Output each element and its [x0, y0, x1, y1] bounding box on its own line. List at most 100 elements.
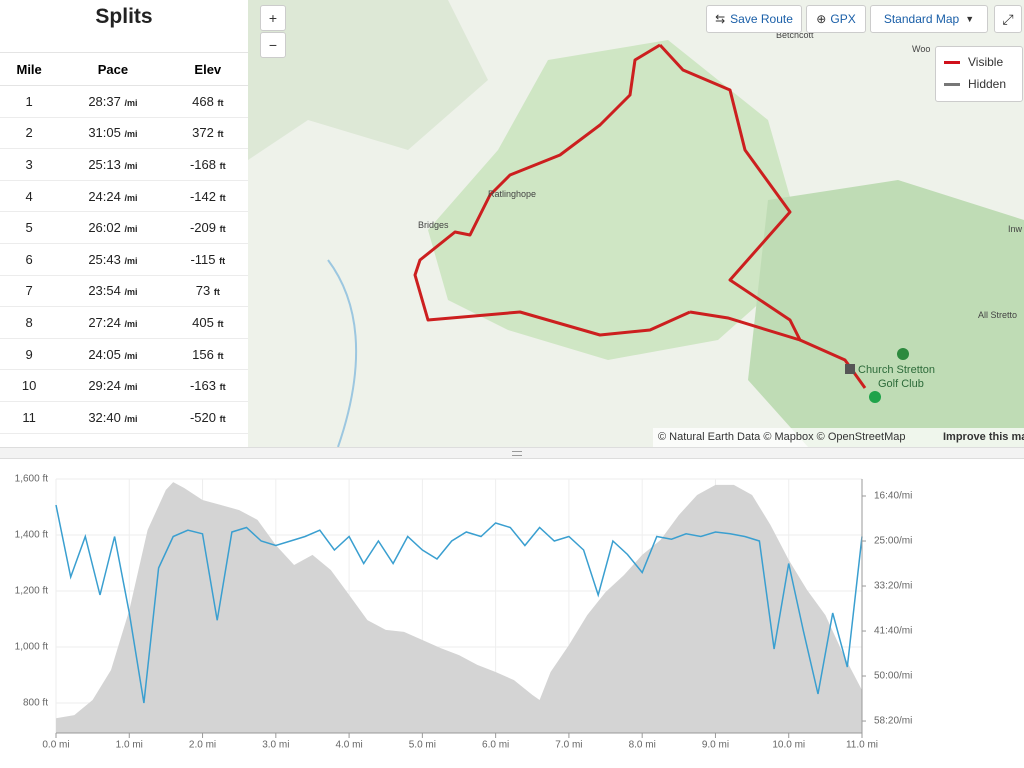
pace: 25:43: [88, 251, 121, 267]
pace-cell: 32:40 /mi: [58, 401, 168, 434]
elev: 468: [192, 93, 214, 109]
elev: -163: [189, 378, 216, 394]
elev-cell: 468 ft: [167, 85, 248, 118]
map-legend: Visible Hidden: [935, 46, 1023, 102]
split-row: 1 28:37 /mi 468 ft: [0, 85, 248, 118]
pace: 32:40: [88, 409, 121, 425]
attribution: © Natural Earth Data © Mapbox © OpenStre…: [658, 431, 905, 443]
y2-tick-label: 25:00/mi: [874, 536, 912, 547]
legend-label: Visible: [968, 55, 1004, 69]
pace: 28:37: [88, 93, 121, 109]
pace-unit: /mi: [124, 129, 138, 140]
pace: 27:24: [88, 314, 121, 330]
split-row: 6 25:43 /mi -115 ft: [0, 243, 248, 276]
pace-line: [55, 504, 863, 704]
elev-unit: ft: [219, 160, 226, 171]
pace-cell: 29:24 /mi: [58, 369, 168, 402]
x-tick-label: 7.0 mi: [555, 740, 582, 751]
x-tick-label: 6.0 mi: [482, 740, 509, 751]
legend-label: Hidden: [968, 77, 1007, 91]
pace: 24:24: [88, 188, 121, 204]
button-label: GPX: [830, 12, 856, 26]
place-label: All Stretto: [978, 310, 1017, 320]
elev-unit: ft: [217, 97, 224, 108]
mile-cell: 11: [0, 401, 59, 434]
elev: 73: [195, 283, 211, 299]
y-tick-label: 1,400 ft: [15, 530, 49, 541]
zoom-out[interactable]: −: [260, 32, 286, 58]
split-row: 2 31:05 /mi 372 ft: [0, 117, 248, 150]
x-tick-label: 8.0 mi: [629, 740, 656, 751]
elev-cell: 156 ft: [167, 338, 248, 371]
elev-cell: -209 ft: [167, 211, 248, 244]
pace: 29:24: [88, 378, 121, 394]
elev-unit: ft: [213, 287, 220, 298]
pace: 24:05: [88, 346, 121, 362]
x-tick-label: 3.0 mi: [262, 740, 289, 751]
button-label: Standard Map: [883, 12, 960, 26]
legend-swatch: [944, 82, 960, 86]
pace-cell: 23:54 /mi: [58, 275, 168, 308]
map-canvas: Betchcott Woo Ratlinghope Bridges All St…: [248, 0, 1024, 447]
column-header: Elev: [167, 52, 248, 86]
pace-unit: /mi: [124, 287, 138, 298]
elev-cell: 73 ft: [167, 275, 248, 308]
pace-unit: /mi: [124, 192, 138, 203]
x-tick-label: 4.0 mi: [335, 740, 362, 751]
mile-cell: 6: [0, 243, 59, 276]
pace-unit: /mi: [124, 413, 138, 424]
fullscreen-button[interactable]: ⤢: [994, 5, 1022, 33]
mile-cell: 1: [0, 85, 59, 118]
x-tick-label: 2.0 mi: [189, 740, 216, 751]
y-tick-label: 1,000 ft: [15, 642, 49, 653]
splits-table: Mile Pace Elev 1 28:37 /mi 468 ft 2 31:05 /mi 37…: [0, 52, 248, 434]
y2-tick-label: 33:20/mi: [874, 581, 912, 592]
pace-cell: 31:05 /mi: [58, 117, 168, 150]
panel-divider[interactable]: [0, 447, 1024, 459]
y-tick-label: 1,600 ft: [15, 474, 49, 485]
elev-unit: ft: [219, 224, 226, 235]
mile-cell: 3: [0, 148, 59, 181]
elev-unit: ft: [217, 318, 224, 329]
save-route-button[interactable]: ⇆ Save Route: [706, 5, 802, 33]
split-row: 7 23:54 /mi 73 ft: [0, 275, 248, 308]
y-tick-label: 800 ft: [23, 698, 48, 709]
map[interactable]: Betchcott Woo Ratlinghope Bridges All St…: [248, 0, 1024, 447]
mile-cell: 5: [0, 211, 59, 244]
x-tick-label: 10.0 mi: [772, 740, 805, 751]
elev-unit: ft: [217, 129, 224, 140]
mile-cell: 7: [0, 275, 59, 308]
split-row: 5 26:02 /mi -209 ft: [0, 211, 248, 244]
pace: 31:05: [88, 125, 121, 141]
map-style-select[interactable]: Standard Map ▼: [870, 5, 988, 33]
place-label: Inw: [1008, 224, 1023, 234]
divider-handle[interactable]: [512, 451, 522, 456]
pace-cell: 25:13 /mi: [58, 148, 168, 181]
y2-tick-label: 16:40/mi: [874, 491, 912, 502]
place-label: Church Stretton: [858, 364, 935, 376]
place-label: Betchcott: [776, 30, 814, 40]
legend-swatch: [944, 60, 960, 64]
zoom-in[interactable]: +: [260, 5, 286, 31]
pace: 23:54: [88, 283, 121, 299]
x-tick-label: 9.0 mi: [702, 740, 729, 751]
splits-panel: Splits Mile Pace Elev 1 28:37 /mi 468 ft 2 31:0…: [0, 0, 248, 447]
pace-unit: /mi: [124, 382, 138, 393]
elev: 156: [192, 346, 214, 362]
y-tick-label: 1,200 ft: [15, 586, 49, 597]
mile-cell: 9: [0, 338, 59, 371]
rows: 1 28:37 /mi 468 ft 2 31:05 /mi 372 ft 3 25:13 /…: [0, 85, 248, 434]
elev-cell: 372 ft: [167, 117, 248, 150]
pace-cell: 25:43 /mi: [58, 243, 168, 276]
improve-link[interactable]: Improve this ma: [943, 431, 1024, 443]
gpx-button[interactable]: ⊕ GPX: [806, 5, 866, 33]
x-tick-label: 0.0 mi: [42, 740, 69, 751]
pace: 26:02: [88, 220, 121, 236]
splits-title: Splits: [95, 5, 153, 28]
elev: 405: [192, 314, 214, 330]
place-label: Ratlinghope: [488, 189, 536, 199]
split-row: 3 25:13 /mi -168 ft: [0, 148, 248, 181]
pace-cell: 24:05 /mi: [58, 338, 168, 371]
y2-tick-label: 41:40/mi: [874, 626, 912, 637]
x-tick-label: 11.0 mi: [846, 740, 878, 751]
